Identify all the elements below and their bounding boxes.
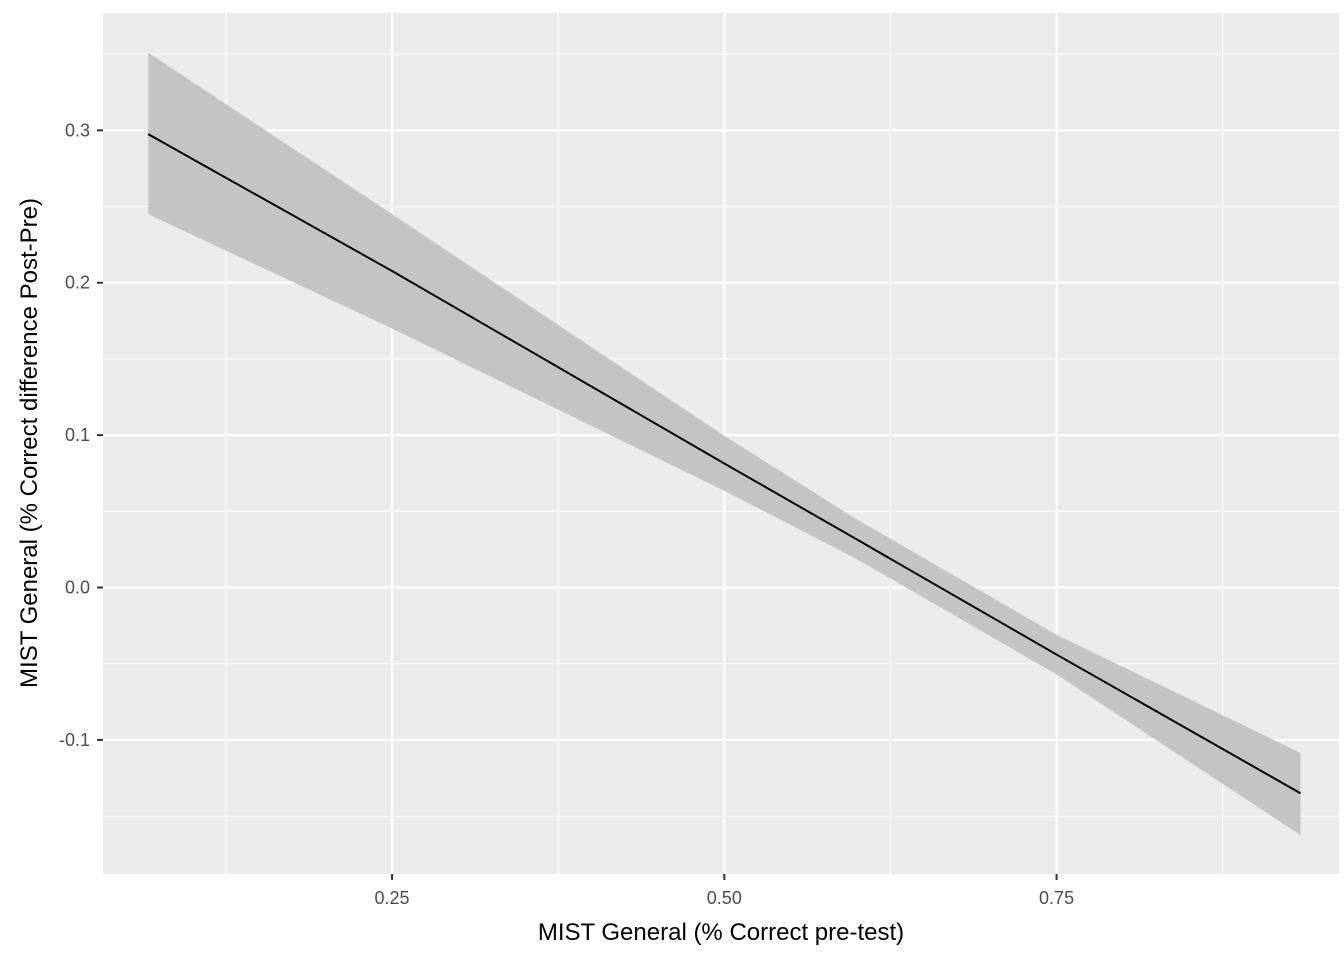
x-axis-title: MIST General (% Correct pre-test) bbox=[538, 919, 904, 946]
y-tick-label: 0.3 bbox=[65, 120, 90, 140]
y-tick-label: 0.1 bbox=[65, 425, 90, 445]
x-tick-label: 0.75 bbox=[1039, 888, 1074, 908]
y-tick-labels: 0.3 0.2 0.1 0.0 -0.1 bbox=[59, 120, 90, 750]
y-tick-label: 0.0 bbox=[65, 578, 90, 598]
y-tick-label: 0.2 bbox=[65, 273, 90, 293]
major-gridlines bbox=[103, 13, 1339, 874]
x-tick-label: 0.50 bbox=[707, 888, 742, 908]
confidence-band bbox=[148, 52, 1301, 836]
x-tick-labels: 0.25 0.50 0.75 bbox=[375, 888, 1075, 908]
y-tick-label: -0.1 bbox=[59, 730, 90, 750]
regression-line-layer bbox=[147, 133, 1301, 795]
axis-ticks bbox=[97, 129, 1058, 880]
x-tick-label: 0.25 bbox=[375, 888, 410, 908]
confidence-band-layer bbox=[148, 52, 1301, 836]
regression-line bbox=[147, 133, 1301, 795]
y-axis-title: MIST General (% Correct difference Post-… bbox=[16, 198, 43, 688]
